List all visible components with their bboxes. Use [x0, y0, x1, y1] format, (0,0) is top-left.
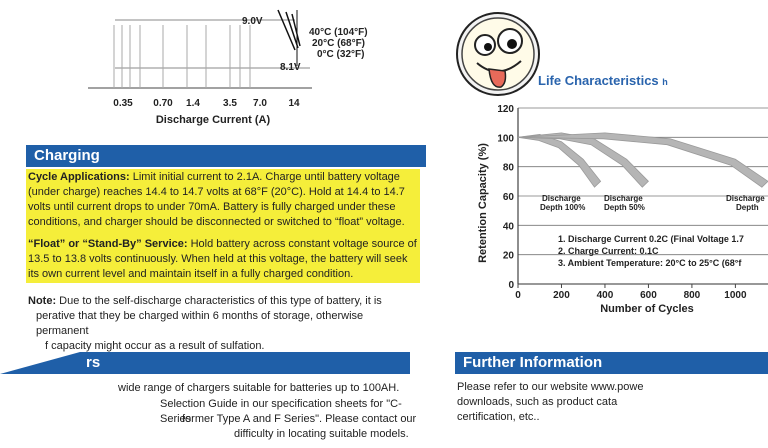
- x-tick: 800: [684, 290, 701, 301]
- curve-label: Discharge: [542, 194, 581, 203]
- note-paragraph: Note: Due to the self-discharge characte…: [28, 294, 418, 354]
- chargers-line: former Type A and F Series". Please cont…: [182, 413, 417, 425]
- chargers-title: rs: [86, 354, 101, 371]
- y-tick: 40: [503, 221, 515, 232]
- discharge-curve: [291, 13, 301, 47]
- temp-label: 40°C (104°F): [309, 27, 368, 38]
- temp-label: 0°C (32°F): [317, 49, 364, 60]
- float-service-label: “Float” or “Stand-By” Service:: [28, 238, 188, 250]
- further-info-header: Further Information: [455, 352, 768, 374]
- cycle-applications-label: Cycle Applications:: [28, 171, 130, 183]
- x-tick: 7.0: [253, 98, 267, 109]
- charging-highlight: [26, 169, 420, 283]
- curve-label: Depth 50%: [604, 203, 645, 212]
- charging-title: Charging: [34, 147, 100, 164]
- y-tick: 120: [497, 104, 514, 115]
- note-line: f capacity might occur as a result of su…: [45, 340, 265, 352]
- x-tick: 1.4: [186, 98, 200, 109]
- chargers-header: rs: [0, 352, 410, 374]
- x-tick: 0: [515, 290, 521, 301]
- x-tick: 400: [597, 290, 614, 301]
- life-characteristics-chart: Retention Capacity (%) Number of Cycles …: [477, 104, 768, 315]
- curve-label: Depth: [736, 203, 759, 212]
- x-tick: 1000: [724, 290, 747, 301]
- charging-header: Charging: [26, 145, 426, 167]
- retention-band: [517, 132, 768, 188]
- float-service-paragraph: “Float” or “Stand-By” Service: Hold batt…: [28, 237, 418, 282]
- y-tick: 0: [508, 280, 514, 291]
- cycle-applications-paragraph: Cycle Applications: Limit initial curren…: [28, 170, 418, 230]
- life-chart-title: Life Characteristics h: [538, 73, 668, 88]
- chart-note: 2. Charge Current: 0.1C: [558, 246, 659, 256]
- voltage-label-bottom: 8.1V: [280, 62, 301, 73]
- further-info-line: Please refer to our website www.powe: [457, 381, 644, 393]
- discharge-voltage-chart: 9.0V 8.1V 40°C (104°F) 20°C (68°F) 0°C (…: [88, 9, 368, 126]
- discharge-curve: [285, 11, 299, 49]
- x-tick: 600: [640, 290, 657, 301]
- curve-label: Discharge: [726, 194, 765, 203]
- discharge-curve: [277, 9, 296, 51]
- further-info-line: downloads, such as product cata: [457, 396, 618, 408]
- y-tick: 80: [503, 163, 515, 174]
- note-line: Due to the self-discharge characteristic…: [56, 295, 382, 307]
- x-tick: 0.70: [153, 98, 173, 109]
- y-axis-label: Retention Capacity (%): [477, 143, 489, 263]
- note-line: perative that they be charged within 6 m…: [36, 310, 364, 337]
- float-service-text: Hold battery across constant voltage sou…: [28, 238, 417, 280]
- chargers-line: difficulty in locating suitable models.: [234, 428, 409, 440]
- silly-face-icon: [456, 12, 540, 96]
- y-tick: 20: [503, 251, 515, 262]
- x-tick: 0.35: [113, 98, 133, 109]
- x-tick: 14: [288, 98, 300, 109]
- chargers-line: wide range of chargers suitable for batt…: [118, 382, 400, 394]
- x-tick: 3.5: [223, 98, 237, 109]
- x-tick: 200: [553, 290, 570, 301]
- further-info-title: Further Information: [463, 354, 603, 371]
- y-tick: 60: [503, 192, 515, 203]
- x-axis-label: Number of Cycles: [600, 303, 694, 315]
- curve-label: Depth 100%: [540, 203, 585, 212]
- chart-note: 1. Discharge Current 0.2C (Final Voltage…: [558, 234, 744, 244]
- curve-label: Discharge: [604, 194, 643, 203]
- y-tick: 100: [497, 133, 514, 144]
- x-axis-label: Discharge Current (A): [156, 114, 271, 126]
- cycle-applications-text: Limit initial current to 2.1A. Charge un…: [28, 171, 405, 228]
- note-label: Note:: [28, 295, 57, 307]
- chargers-line: Selection Guide in our specification she…: [160, 398, 402, 425]
- chart-note: 3. Ambient Temperature: 20°C to 25°C (68…: [558, 258, 742, 268]
- voltage-label-top: 9.0V: [242, 16, 263, 27]
- temp-label: 20°C (68°F): [312, 38, 365, 49]
- further-info-line: certification, etc..: [457, 411, 540, 423]
